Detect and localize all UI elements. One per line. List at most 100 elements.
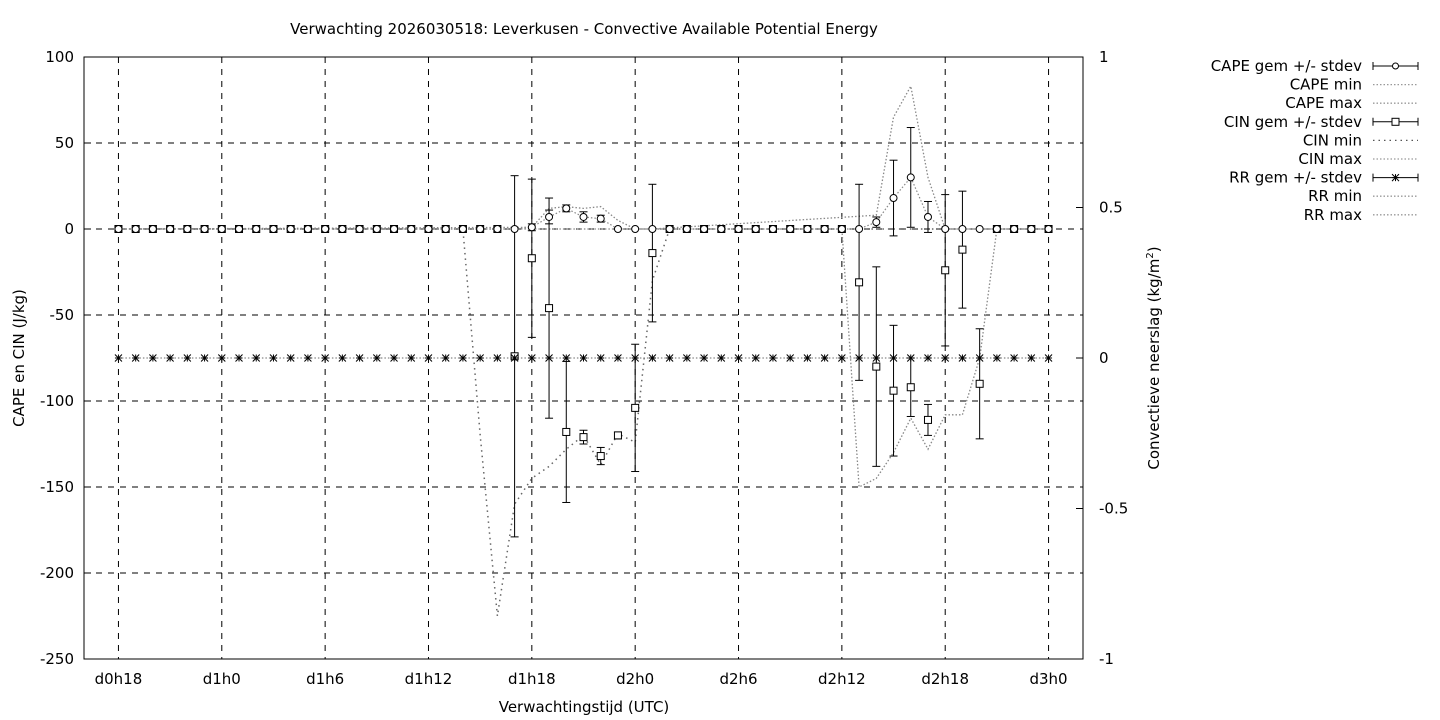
x-tick-label: d2h0 (616, 670, 654, 688)
cin-point (889, 386, 898, 395)
rr-point (855, 354, 863, 362)
rr-point-stroke (476, 354, 485, 362)
rr-point (338, 354, 347, 362)
rr-point (562, 354, 571, 362)
x-tick-label: d1h18 (508, 670, 556, 688)
rr-point (545, 354, 553, 362)
y2-tick-label: 0 (1099, 349, 1109, 367)
rr-point-stroke (252, 354, 261, 362)
rr-point-stroke (424, 354, 433, 362)
rr-point-stroke (1044, 354, 1053, 362)
cape-point (321, 225, 330, 233)
rr-point (906, 354, 915, 362)
cape-point (545, 212, 554, 221)
cin-point (596, 452, 605, 461)
legend-label: CAPE min (1290, 76, 1362, 94)
y2-tick-label: 0.5 (1099, 199, 1123, 217)
cape-point (1010, 225, 1019, 233)
rr-point (734, 354, 743, 362)
y-tick-label: 0 (64, 220, 74, 238)
rr-point (596, 354, 605, 362)
cape-point (148, 225, 157, 233)
rr-point-stroke (217, 354, 226, 362)
cape-point (183, 225, 192, 233)
rr-point (872, 354, 881, 362)
cape-point (596, 214, 605, 223)
rr-point-stroke (527, 354, 536, 362)
rr-point-stroke (975, 354, 984, 362)
cape-point (786, 225, 795, 233)
cape-point (751, 225, 760, 233)
cin-point (941, 266, 950, 275)
y-tick-label: 100 (45, 48, 74, 66)
cape-point (372, 225, 381, 233)
y-tick-label: -50 (50, 306, 75, 324)
cin-point (631, 403, 640, 412)
y-tick-label: -250 (40, 650, 74, 668)
rr-point (682, 354, 691, 362)
rr-point (786, 354, 795, 362)
rr-point-stroke (769, 354, 777, 362)
rr-point-stroke (993, 354, 1001, 362)
y-tick-label: 50 (55, 134, 74, 152)
rr-point (579, 354, 588, 362)
cape-point (682, 225, 691, 233)
rr-point (131, 354, 140, 362)
legend-label: CAPE max (1285, 94, 1362, 112)
legend-label: CIN min (1303, 131, 1362, 149)
cape-point (217, 225, 226, 233)
rr-point (355, 354, 364, 362)
y-tick-label: -200 (40, 564, 74, 582)
y-axis-label: CAPE en CIN (J/kg) (10, 289, 28, 427)
rr-point-stroke (459, 354, 467, 362)
rr-point-stroke (390, 354, 398, 362)
axes: 100 50 0 -50 -100 -150 -200 -250 1 0.5 0 -0.5 -1 d0h1… (40, 48, 1128, 688)
rr-point-stroke (355, 354, 364, 362)
rr-point (958, 354, 967, 362)
rr-point (286, 354, 295, 362)
rr-point-stroke (631, 354, 640, 362)
legend-marker-square (1391, 117, 1400, 126)
cape-point (855, 225, 864, 233)
rr-point (252, 354, 261, 362)
rr-point-stroke (338, 354, 347, 362)
cin-point (527, 254, 536, 263)
cin-point (613, 431, 622, 440)
rr-point-stroke (510, 354, 519, 362)
rr-point (993, 354, 1001, 362)
legend-marker-star (1391, 173, 1400, 182)
cin-point (975, 379, 984, 388)
y2-axis-label-sup: 2 (1145, 252, 1156, 258)
y2-axis-label-main: Convectieve neerslag (kg/m (1145, 259, 1163, 470)
cape-point (458, 225, 467, 233)
rr-point-stroke (820, 354, 829, 362)
cape-point (510, 225, 519, 233)
rr-point (424, 354, 433, 362)
x-tick-label: d1h6 (306, 670, 344, 688)
rr-point (820, 354, 829, 362)
rr-point-stroke (786, 354, 795, 362)
cape-point (390, 225, 399, 233)
cape-point (579, 212, 588, 221)
cape-point (338, 225, 347, 233)
rr-point-stroke (889, 354, 898, 362)
rr-point-stroke (269, 354, 278, 362)
cape-point (235, 225, 244, 233)
rr-point-stroke (682, 354, 691, 362)
rr-point (769, 354, 777, 362)
cin-point (906, 383, 915, 392)
rr-point (1044, 354, 1053, 362)
rr-point-stroke (304, 354, 312, 362)
cape-point (889, 194, 898, 203)
cin-point (579, 433, 588, 442)
rr-point (372, 354, 381, 362)
rr-point-stroke (149, 354, 157, 362)
cape-point (768, 225, 777, 233)
rr-point-stroke (614, 354, 622, 362)
legend-label: RR gem +/- stdev (1229, 169, 1362, 187)
rr-point-stroke (924, 354, 932, 362)
y2-tick-label: 1 (1099, 48, 1109, 66)
cin-point (923, 415, 932, 424)
